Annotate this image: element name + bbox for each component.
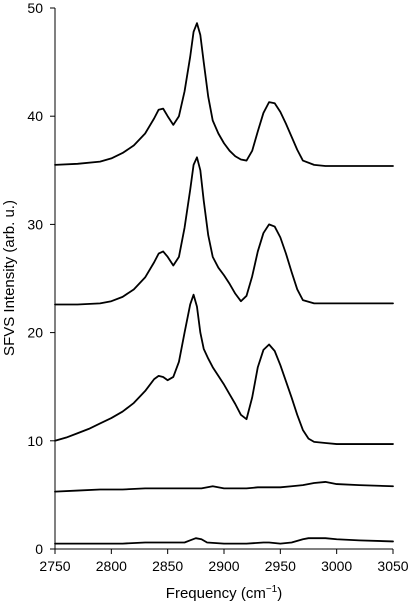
axes — [54, 8, 393, 550]
x-tick-label: 2950 — [265, 558, 296, 574]
spectrum-line-1 — [54, 22, 394, 167]
spectrum-line-3 — [54, 293, 394, 445]
y-ticks: 0 10 20 30 40 50 — [27, 0, 55, 557]
y-axis-label: SFVS Intensity (arb. u.) — [1, 200, 18, 356]
y-tick-label: 0 — [35, 541, 43, 557]
y-tick-label: 10 — [27, 433, 43, 449]
y-tick-label: 50 — [27, 0, 43, 16]
x-tick-label: 3050 — [377, 558, 408, 574]
y-tick-label: 40 — [27, 108, 43, 124]
x-ticks: 2750 2800 2850 2900 2950 3000 3050 — [39, 549, 409, 574]
y-tick-label: 30 — [27, 216, 43, 232]
x-axis-label-end: ) — [277, 585, 282, 602]
x-tick-label: 2800 — [96, 558, 127, 574]
spectra-series — [54, 22, 394, 545]
x-tick-label: 3000 — [321, 558, 352, 574]
x-axis-label-sup: −1 — [266, 584, 278, 595]
spectrum-line-2 — [54, 156, 394, 306]
x-axis-label-main: Frequency (cm — [166, 585, 266, 602]
x-tick-label: 2900 — [208, 558, 239, 574]
x-tick-label: 2750 — [39, 558, 70, 574]
x-axis-label: Frequency (cm−1) — [166, 584, 282, 602]
x-tick-label: 2850 — [152, 558, 183, 574]
y-tick-label: 20 — [27, 325, 43, 341]
spectrum-line-4 — [54, 481, 394, 493]
spectrum-line-5 — [54, 537, 394, 545]
